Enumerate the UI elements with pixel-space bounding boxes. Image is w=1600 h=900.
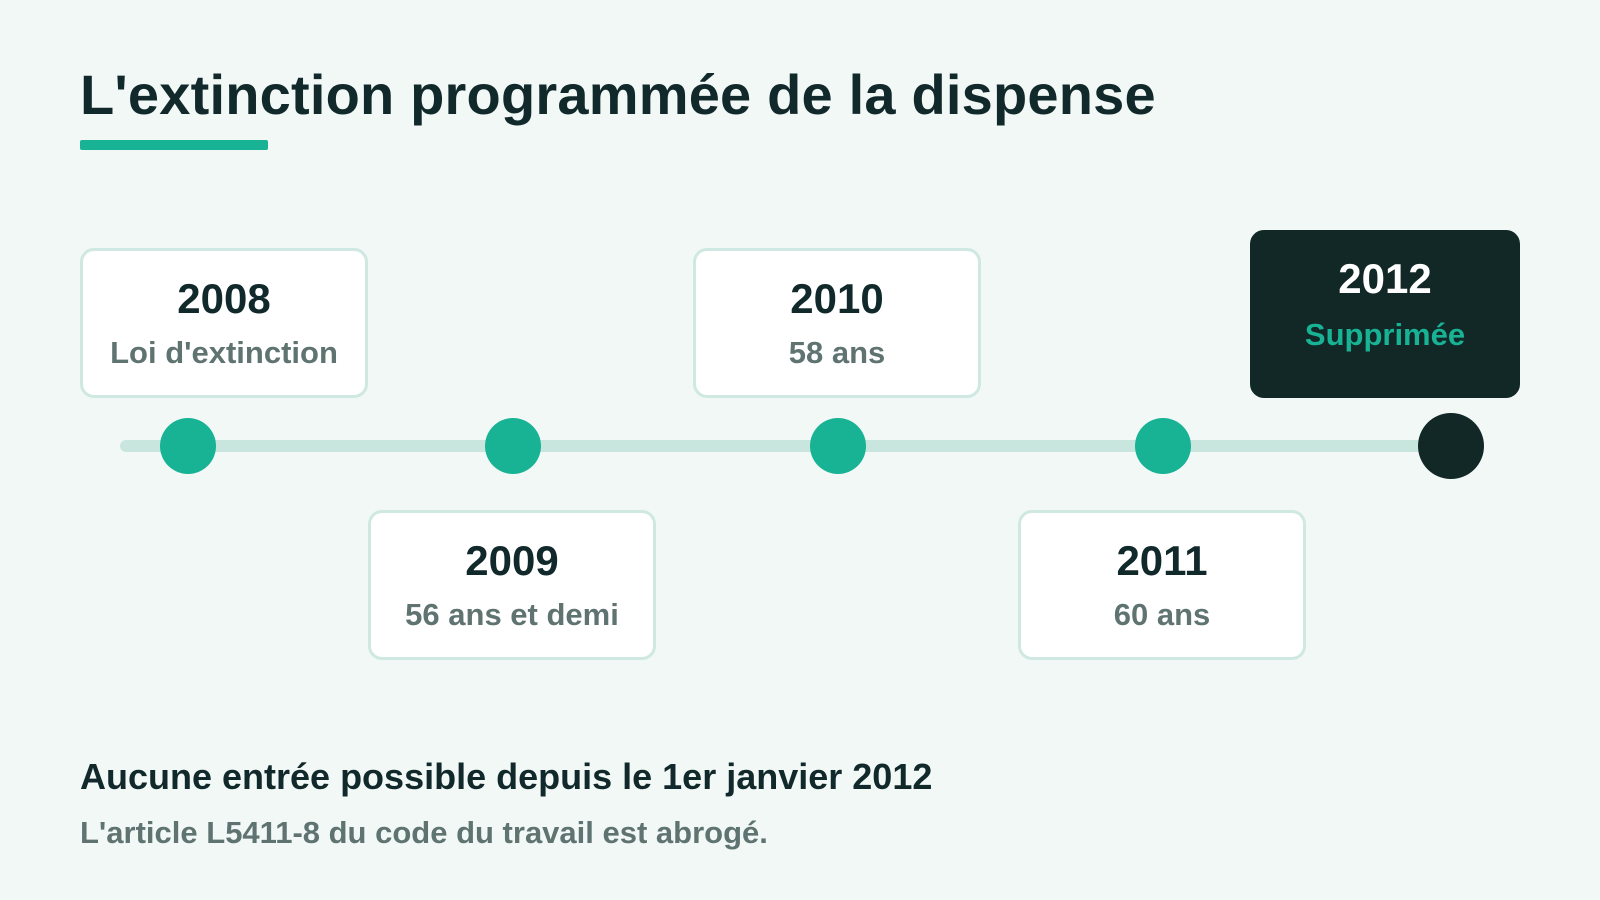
timeline-card-2011: 2011 60 ans: [1018, 510, 1306, 660]
event-year: 2012: [1338, 255, 1432, 302]
timeline-card-2009: 2009 56 ans et demi: [368, 510, 656, 660]
event-label: 56 ans et demi: [405, 597, 619, 632]
event-year: 2009: [465, 537, 559, 584]
timeline-dot-2010: [810, 418, 866, 474]
footer-text: L'article L5411-8 du code du travail est…: [80, 815, 768, 850]
event-label: Loi d'extinction: [110, 335, 338, 370]
timeline-track: [120, 440, 1450, 452]
event-label: 58 ans: [788, 335, 886, 370]
event-year: 2010: [790, 275, 884, 322]
timeline-dot-2008: [160, 418, 216, 474]
event-year: 2008: [177, 275, 271, 322]
title-underline: [80, 140, 268, 150]
timeline-card-2010: 2010 58 ans: [693, 248, 981, 398]
footer-heading: Aucune entrée possible depuis le 1er jan…: [80, 756, 933, 797]
timeline-dot-2012: [1418, 413, 1484, 479]
page-title: L'extinction programmée de la dispense: [80, 63, 1156, 126]
timeline-dot-2009: [485, 418, 541, 474]
timeline-card-2012: 2012 Supprimée: [1250, 230, 1520, 398]
event-label: 60 ans: [1113, 597, 1211, 632]
event-label: Supprimée: [1304, 317, 1466, 352]
timeline-card-2008: 2008 Loi d'extinction: [80, 248, 368, 398]
timeline-dot-2011: [1135, 418, 1191, 474]
event-year: 2011: [1116, 537, 1208, 584]
